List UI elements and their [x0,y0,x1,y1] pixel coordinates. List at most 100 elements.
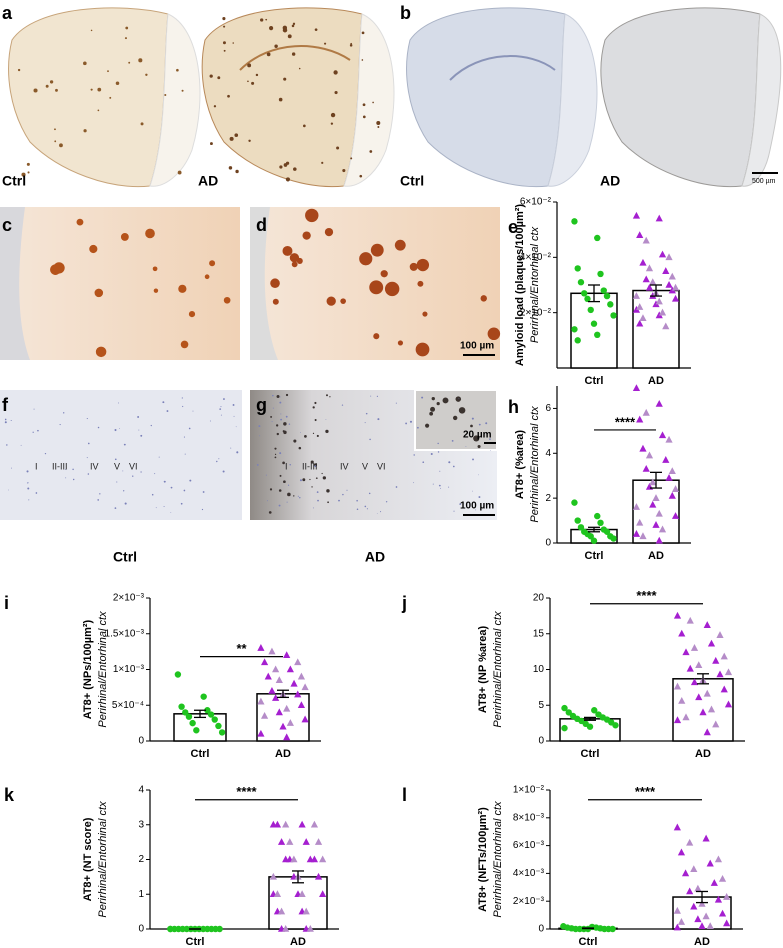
image-detail [343,13,395,187]
data-point [718,909,727,917]
image-detail [356,508,359,510]
image-detail [256,464,259,466]
image-detail [202,491,205,493]
image-detail [21,172,26,177]
image-detail [282,25,288,31]
data-point [294,690,302,698]
image-detail [162,401,165,404]
image-detail [293,439,297,443]
image-detail [270,415,273,418]
image-detail [138,429,140,431]
image-detail [218,458,220,460]
image-detail [438,484,441,487]
data-point [178,703,185,710]
data-point [695,693,703,701]
image-detail [90,29,93,32]
data-point [590,320,598,327]
image-detail [145,73,148,76]
image-detail [33,88,38,93]
image-detail [155,507,157,509]
x-tick-label: AD [695,748,711,760]
data-point [189,719,196,727]
image-detail [302,231,311,240]
image-detail [279,452,282,455]
data-point [561,724,568,732]
y-tick-label: 5×10⁻⁴ [112,700,144,711]
image-detail [377,418,380,421]
image-detail [128,61,131,64]
data-point [673,823,681,831]
data-point [594,512,601,520]
image-detail [380,270,388,278]
data-point [571,326,578,333]
error-bar [584,716,596,721]
data-point [673,906,681,914]
data-point [655,509,663,517]
layer-label: IV [340,461,349,471]
data-point [665,281,673,288]
image-detail [151,493,154,496]
image-detail [181,397,183,399]
image-detail [279,165,283,169]
image-detail [361,59,364,61]
data-point [673,682,682,690]
image-detail [283,430,287,435]
image-detail [278,504,281,507]
data-point [286,665,294,673]
image-detail [282,245,293,256]
image-detail [274,44,278,48]
image-detail [17,68,21,72]
data-point [658,525,667,533]
group-label: AD [365,549,385,565]
image-detail [315,477,318,480]
image-detail [154,473,156,475]
panel-letter: d [256,215,267,235]
data-point [662,322,670,330]
image-detail [475,509,477,511]
image-detail [276,395,280,399]
data-point [665,473,673,481]
data-point [671,485,680,492]
y-tick-label: 6×10⁻² [520,197,552,208]
data-point [703,621,711,628]
data-point [319,855,327,863]
image-detail [334,90,338,95]
data-point [699,708,707,716]
data-point [609,925,616,933]
image-detail [342,493,344,496]
data-point [294,658,302,666]
image-detail [325,419,327,421]
image-detail [183,489,186,492]
image-detail [303,124,306,128]
data-point [314,872,323,880]
image-detail [365,412,368,415]
image-detail [291,52,296,56]
data-point [298,820,306,828]
image-detail [329,396,331,398]
y-tick-label: 6×10⁻³ [513,840,545,851]
y-axis-label: Perirhinal/Entorhinal ctx [97,801,109,918]
data-point [273,890,282,898]
data-point [275,708,283,716]
image-detail [430,453,433,456]
image-detail [27,171,30,174]
image-detail [10,419,12,422]
y-tick-label: 2×10⁻³ [513,896,545,907]
image-detail [183,436,185,438]
data-point [600,287,607,294]
image-detail [26,162,30,166]
significance-label: **** [615,414,636,429]
image-detail [239,45,351,71]
data-point [591,707,598,714]
image-detail [291,24,295,28]
image-detail [338,499,340,502]
image-detail [472,490,473,492]
image-detail [455,396,462,402]
data-point [678,696,686,704]
image-detail [248,139,251,142]
image-detail [442,397,449,404]
panel-letter: g [256,395,267,415]
image-detail [310,460,314,464]
error-bar [588,526,600,533]
image-detail [451,439,454,442]
